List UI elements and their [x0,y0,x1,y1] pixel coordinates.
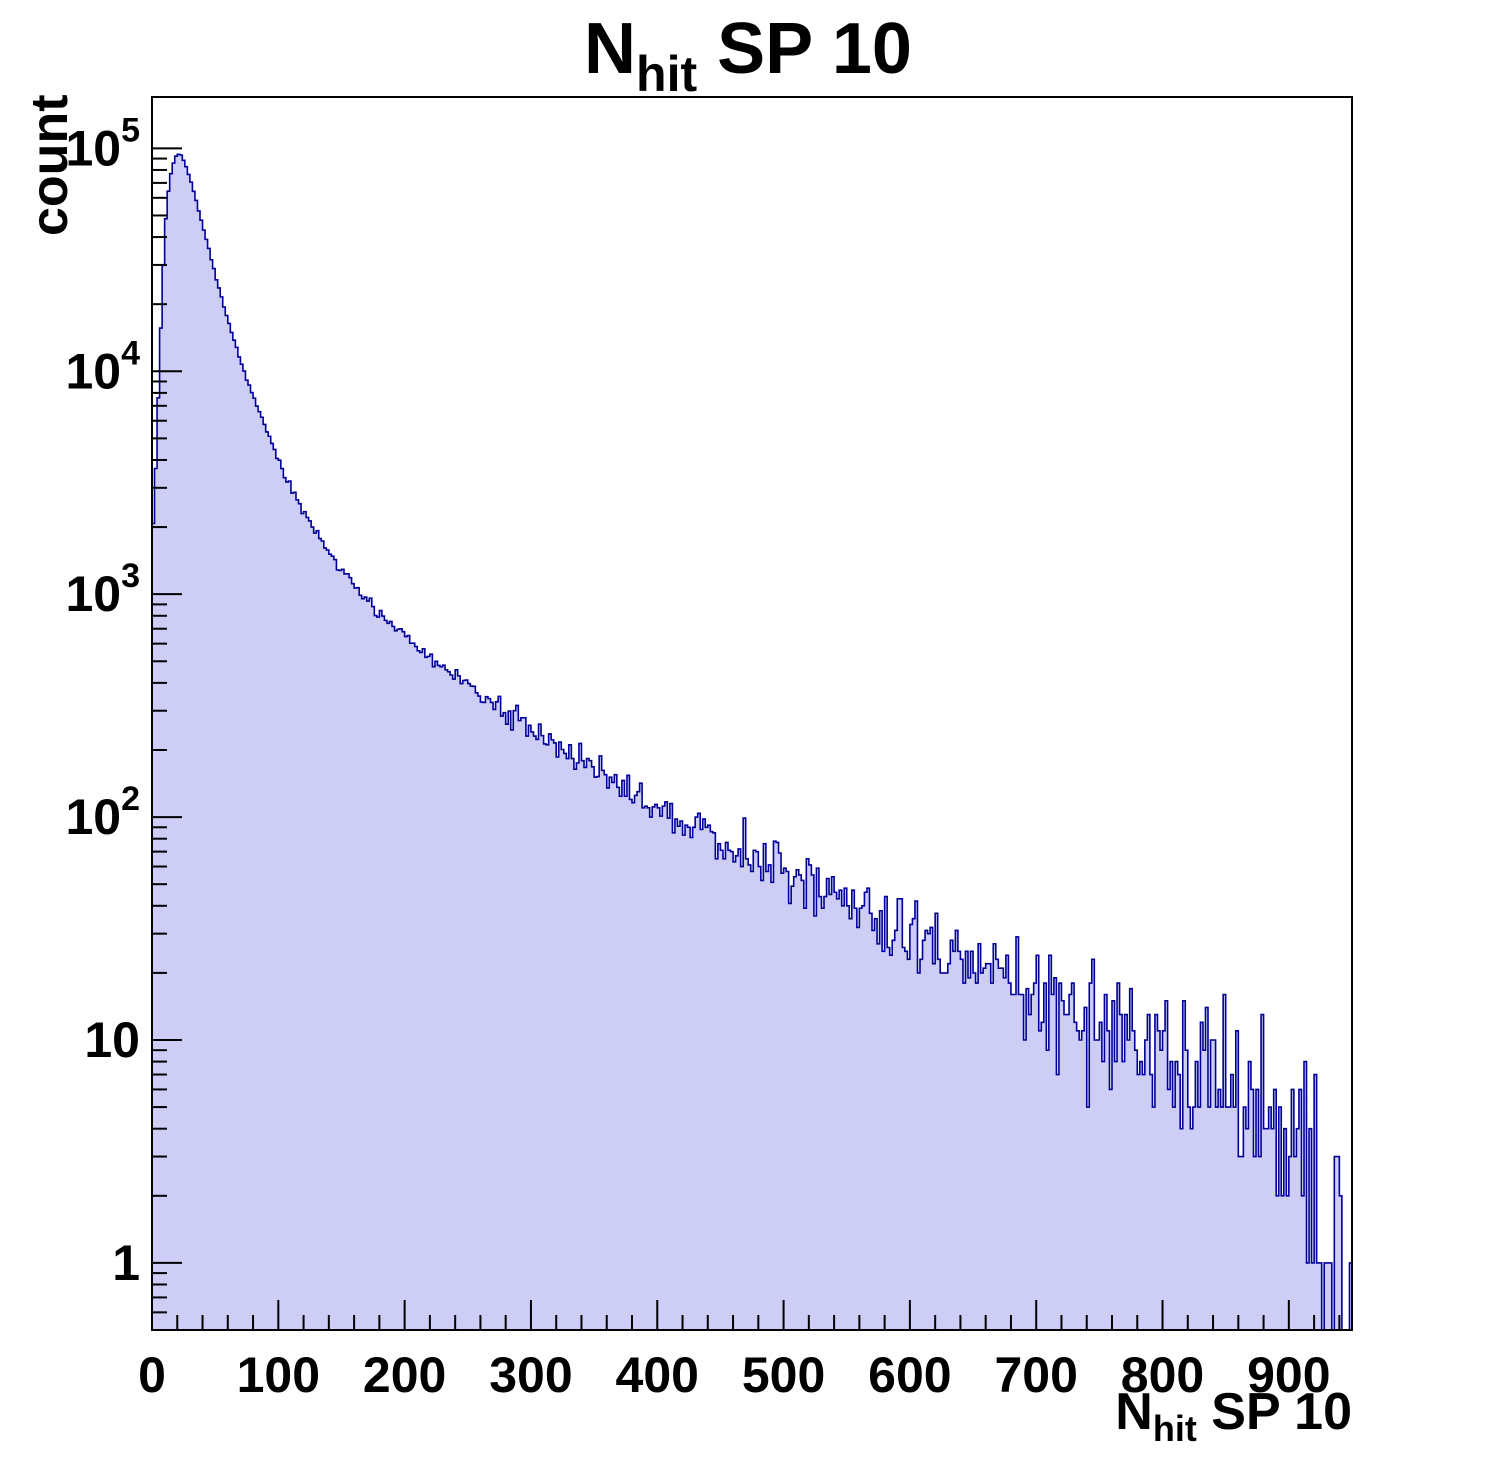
chart-title: Nhit SP 10 [0,4,1496,119]
y-tick-label: 104 [65,334,140,399]
x-axis-ticks [151,1300,1341,1330]
x-tick-label: 500 [742,1347,825,1403]
x-axis-title-main: N [1115,1383,1153,1441]
chart-title-main: N [584,9,637,89]
chart-title-rest: SP 10 [697,9,912,89]
x-axis-title-rest: SP 10 [1196,1383,1352,1441]
chart-title-subscript: hit [636,46,698,102]
x-tick-label: 100 [237,1347,320,1403]
x-tick-label: 900 [1247,1347,1330,1403]
y-axis-labels: 1 10 102 103 104 105 [65,111,140,1291]
y-tick-label: 102 [65,780,140,845]
x-tick-label: 300 [489,1347,572,1403]
y-tick-label: 103 [65,557,140,622]
x-tick-label: 0 [138,1347,166,1403]
x-axis-title: Nhit SP 10 [1115,1382,1352,1450]
x-axis-title-subscript: hit [1152,1408,1197,1449]
plot-frame [151,96,1353,1331]
x-tick-label: 200 [363,1347,446,1403]
x-tick-label: 700 [994,1347,1077,1403]
histogram-fill [152,154,1352,1330]
x-tick-label: 400 [616,1347,699,1403]
x-axis-labels: 0 100 200 300 400 500 600 700 800 900 [138,1347,1330,1403]
y-tick-label: 105 [65,111,140,176]
histogram-outline [151,153,1353,1331]
y-tick-label: 10 [84,1012,140,1068]
x-tick-label: 600 [868,1347,951,1403]
y-axis-ticks [152,147,182,1314]
y-tick-label: 1 [112,1235,140,1291]
x-tick-label: 800 [1121,1347,1204,1403]
